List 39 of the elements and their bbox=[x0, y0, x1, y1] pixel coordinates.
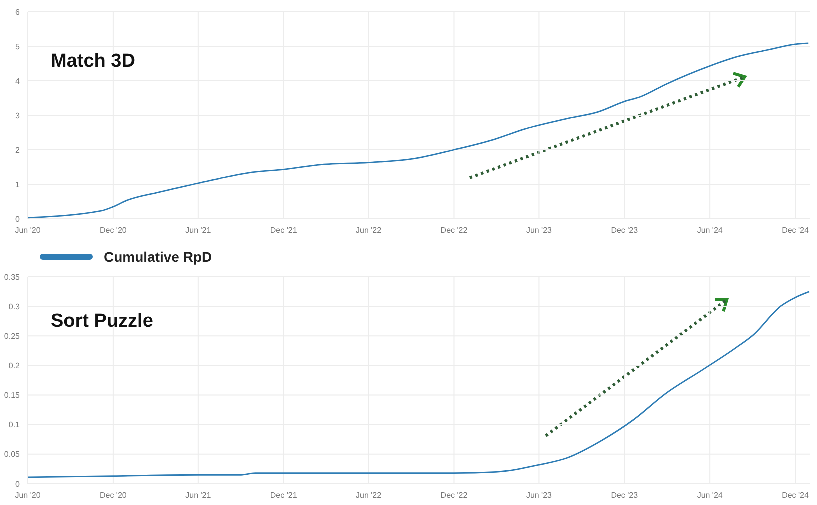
x-tick-label: Dec '22 bbox=[440, 226, 468, 235]
x-tick-label: Dec '20 bbox=[100, 491, 128, 500]
x-tick-label: Dec '22 bbox=[440, 491, 468, 500]
x-tick-label: Jun '24 bbox=[697, 226, 724, 235]
x-tick-label: Jun '22 bbox=[356, 491, 382, 500]
text: Match 3D bbox=[51, 51, 136, 72]
y-tick-label: 2 bbox=[16, 146, 21, 155]
x-tick-label: Jun '20 bbox=[15, 491, 42, 500]
x-tick-label: Dec '23 bbox=[611, 491, 639, 500]
x-tick-label: Jun '21 bbox=[186, 226, 212, 235]
x-tick-label: Dec '21 bbox=[270, 491, 298, 500]
legend-label: Cumulative RpD bbox=[104, 248, 212, 265]
y-tick-label: 0.25 bbox=[4, 332, 21, 341]
x-tick-label: Jun '23 bbox=[526, 226, 553, 235]
x-tick-label: Dec '24 bbox=[782, 226, 810, 235]
y-tick-label: 0.1 bbox=[8, 420, 21, 430]
x-tick-label: Dec '24 bbox=[782, 491, 810, 500]
x-tick-label: Jun '20 bbox=[15, 226, 42, 235]
text: Sort Puzzle bbox=[51, 311, 154, 332]
y-tick-label: 0.3 bbox=[8, 302, 21, 312]
y-tick-label: 0 bbox=[16, 214, 21, 224]
y-tick-label: 4 bbox=[16, 76, 21, 86]
x-tick-label: Jun '21 bbox=[186, 491, 212, 500]
y-tick-label: 0.05 bbox=[4, 450, 21, 460]
x-tick-label: Jun '22 bbox=[356, 226, 382, 235]
x-tick-label: Dec '20 bbox=[100, 226, 128, 235]
y-tick-label: 5 bbox=[16, 42, 21, 52]
y-tick-label: 0.2 bbox=[8, 362, 21, 371]
y-tick-label: 0 bbox=[16, 480, 21, 489]
y-tick-label: 6 bbox=[16, 8, 21, 17]
x-tick-label: Jun '24 bbox=[697, 491, 724, 500]
y-tick-label: 1 bbox=[16, 180, 21, 190]
y-tick-label: 0.15 bbox=[4, 391, 21, 400]
x-tick-label: Dec '21 bbox=[270, 226, 298, 235]
x-tick-label: Jun '23 bbox=[526, 491, 553, 500]
x-tick-label: Dec '23 bbox=[611, 226, 639, 235]
y-tick-label: 3 bbox=[16, 111, 21, 120]
line-series bbox=[27, 291, 810, 478]
y-tick-label: 0.35 bbox=[4, 272, 21, 282]
